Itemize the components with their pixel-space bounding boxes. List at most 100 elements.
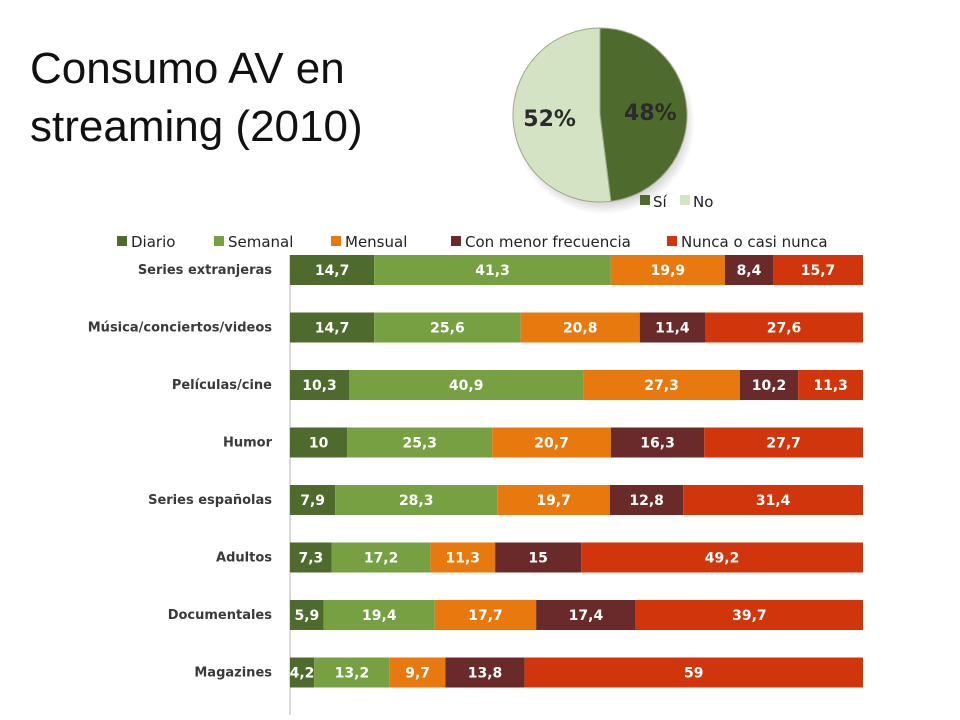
bar-value-label: 28,3	[399, 493, 434, 509]
category-label-documentales: Documentales	[168, 608, 273, 623]
bar-segment-peliculas-cine-mensual	[583, 370, 740, 400]
bar-segment-peliculas-cine-nunca-o-casi-nunca	[798, 370, 863, 400]
bar-segment-documentales-diario	[290, 600, 324, 630]
category-label-musica-conciertos-videos: Música/conciertos/videos	[88, 321, 273, 336]
bar-value-label: 15,7	[801, 263, 836, 279]
bar-segment-series-espanolas-nunca-o-casi-nunca	[683, 485, 863, 515]
pie-label-si: 48%	[624, 101, 677, 126]
bar-value-label: 7,3	[299, 551, 324, 567]
bar-value-label: 10,3	[302, 378, 337, 394]
bar-segment-series-extranjeras-mensual	[610, 255, 725, 285]
pie-legend-swatch-no	[680, 195, 690, 205]
pie-legend-label-si: Sí	[653, 193, 668, 211]
category-label-humor: Humor	[223, 436, 273, 451]
bar-value-label: 13,8	[468, 666, 503, 682]
bar-segment-magazines-mensual	[389, 657, 446, 688]
category-label-series-espanolas: Series españolas	[148, 493, 272, 508]
category-label-series-extranjeras: Series extranjeras	[138, 263, 272, 278]
pie-legend: Sí No	[640, 193, 713, 211]
bar-value-label: 12,8	[629, 493, 664, 509]
bar-segment-series-extranjeras-diario	[290, 255, 375, 285]
bar-segment-documentales-con-menor-frecuencia	[536, 600, 636, 630]
bar-value-label: 20,8	[563, 321, 598, 337]
bar-segment-documentales-semanal	[323, 600, 435, 630]
bar-legend-swatch-mensual	[331, 236, 341, 246]
bar-value-label: 39,7	[732, 608, 767, 624]
category-label-adultos: Adultos	[216, 551, 272, 566]
bar-value-label: 27,7	[766, 436, 801, 452]
bar-segment-adultos-semanal	[331, 542, 431, 573]
bar-legend-swatch-nunca-o-casi-nunca	[667, 236, 677, 246]
bar-legend-label-semanal: Semanal	[228, 233, 293, 251]
bar-segment-magazines-con-menor-frecuencia	[445, 657, 525, 688]
bar-segment-magazines-diario	[290, 657, 315, 688]
pie-slice-no	[512, 27, 612, 203]
bar-segment-musica-conciertos-videos-nunca-o-casi-nunca	[705, 312, 863, 343]
bar-segment-humor-nunca-o-casi-nunca	[704, 427, 863, 458]
pie-chart: 48% 52%	[512, 27, 695, 214]
bar-value-label: 13,2	[335, 666, 370, 682]
bar-value-label: 11,3	[445, 551, 480, 567]
bar-value-label: 17,2	[364, 551, 399, 567]
bar-segment-humor-semanal	[347, 427, 493, 458]
bar-segment-adultos-nunca-o-casi-nunca	[581, 542, 863, 573]
bar-value-label: 4,2	[290, 666, 315, 682]
bar-segment-humor-con-menor-frecuencia	[610, 427, 705, 458]
bar-value-label: 25,6	[430, 321, 465, 337]
bar-segment-series-extranjeras-con-menor-frecuencia	[724, 255, 774, 285]
bar-value-label: 25,3	[403, 436, 438, 452]
stacked-bar-chart: Series extranjeras 14,7 41,3 19,9 8,4 15,7 Mús…	[88, 255, 863, 715]
bar-segment-magazines-semanal	[314, 657, 390, 688]
bar-value-label: 16,3	[640, 436, 675, 452]
bar-value-label: 19,9	[651, 263, 686, 279]
category-label-peliculas-cine: Películas/cine	[172, 378, 272, 393]
bar-segment-musica-conciertos-videos-diario	[290, 312, 375, 343]
bar-value-label: 19,7	[536, 493, 571, 509]
bar-segment-peliculas-cine-con-menor-frecuencia	[739, 370, 799, 400]
bar-legend-swatch-con-menor-frecuencia	[451, 236, 461, 246]
bar-value-label: 31,4	[756, 493, 791, 509]
pie-label-no: 52%	[523, 107, 576, 132]
bar-segment-adultos-diario	[290, 542, 332, 573]
bar-value-label: 9,7	[405, 666, 430, 682]
bar-value-label: 27,6	[767, 321, 802, 337]
bar-legend-label-con-menor-frecuencia: Con menor frecuencia	[465, 233, 631, 251]
bar-segment-peliculas-cine-semanal	[349, 370, 584, 400]
bar-legend-label-mensual: Mensual	[345, 233, 407, 251]
bar-value-label: 11,3	[813, 378, 848, 394]
bar-value-label: 59	[684, 666, 703, 682]
bar-value-label: 49,2	[705, 551, 740, 567]
bar-value-label: 14,7	[315, 263, 350, 279]
bar-segment-adultos-mensual	[430, 542, 496, 573]
bar-segment-series-espanolas-con-menor-frecuencia	[609, 485, 684, 515]
bar-segment-adultos-con-menor-frecuencia	[495, 542, 582, 573]
bar-segment-magazines-nunca-o-casi-nunca	[524, 657, 863, 688]
bar-value-label: 5,9	[294, 608, 319, 624]
bar-segment-series-espanolas-diario	[290, 485, 336, 515]
bar-segment-series-espanolas-semanal	[335, 485, 498, 515]
bar-value-label: 14,7	[315, 321, 350, 337]
bar-legend-swatch-diario	[117, 236, 127, 246]
bar-value-label: 15	[528, 551, 547, 567]
bar-segment-documentales-nunca-o-casi-nunca	[635, 600, 863, 630]
pie-legend-label-no: No	[693, 193, 713, 211]
bar-value-label: 40,9	[449, 378, 484, 394]
pie-legend-swatch-si	[640, 195, 650, 205]
bar-segment-series-extranjeras-semanal	[374, 255, 611, 285]
slide-title: Consumo AV en streaming (2010)	[30, 44, 363, 151]
bar-value-label: 27,3	[644, 378, 679, 394]
pie-slice-si	[599, 27, 688, 202]
bar-segment-humor-mensual	[492, 427, 611, 458]
bar-segment-peliculas-cine-diario	[290, 370, 350, 400]
bar-legend: Diario Semanal Mensual Con menor frecuencia…	[117, 233, 828, 251]
bar-value-label: 10,2	[752, 378, 787, 394]
bar-value-label: 10	[309, 436, 329, 452]
bar-value-label: 19,4	[362, 608, 397, 624]
category-label-magazines: Magazines	[194, 666, 272, 681]
bar-legend-label-diario: Diario	[131, 233, 175, 251]
bar-segment-musica-conciertos-videos-con-menor-frecuencia	[639, 312, 706, 343]
bar-legend-label-nunca-o-casi-nunca: Nunca o casi nunca	[681, 233, 828, 251]
bar-segment-musica-conciertos-videos-mensual	[520, 312, 640, 343]
bar-value-label: 11,4	[655, 321, 690, 337]
bar-value-label: 17,4	[569, 608, 604, 624]
